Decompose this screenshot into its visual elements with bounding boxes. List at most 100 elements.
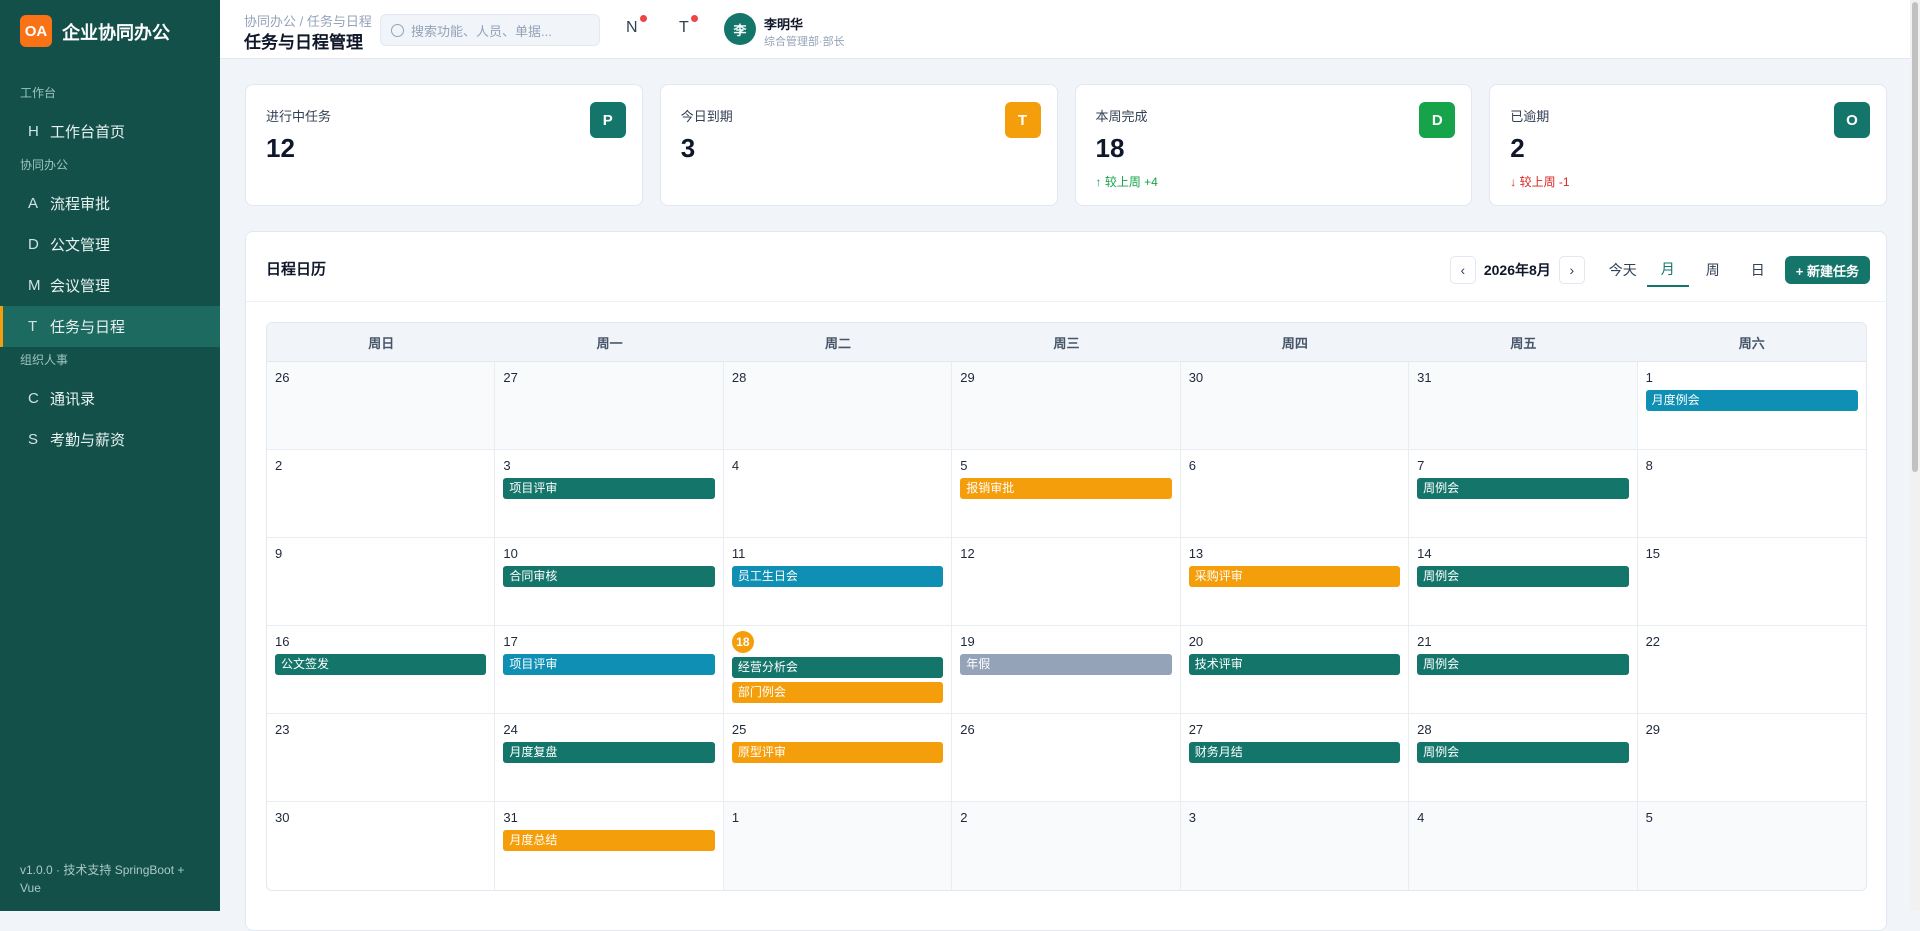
day-cell[interactable]: 2 <box>952 802 1181 890</box>
day-cell[interactable]: 3 <box>1180 802 1410 890</box>
stat-value: 12 <box>266 133 295 163</box>
new-task-button[interactable]: + 新建任务 <box>1784 256 1870 284</box>
event-chip[interactable]: 周例会 <box>1417 566 1629 587</box>
event-chip[interactable]: 员工生日会 <box>731 566 944 587</box>
avatar[interactable]: 李 <box>724 13 756 45</box>
event-chip[interactable]: 公文签发 <box>275 654 487 675</box>
weekday: 周六 <box>1637 323 1866 362</box>
view-tab[interactable]: 今天 <box>1608 262 1637 278</box>
day-cell[interactable]: 25 原型评审 <box>723 714 953 802</box>
day-number: 5 <box>960 458 968 473</box>
day-number: 12 <box>960 546 975 561</box>
day-cell[interactable]: 30 <box>1180 362 1410 450</box>
day-cell[interactable]: 18 经营分析会 部门例会 <box>723 626 953 714</box>
calendar-header: 日程日历 ‹ 2026年8月 › 今天月周 日 + 新建任务 <box>246 232 1886 302</box>
day-cell[interactable]: 5 <box>1637 802 1866 890</box>
event-chip[interactable]: 月度总结 <box>503 830 715 851</box>
event-chip[interactable]: 年假 <box>960 654 1172 675</box>
day-cell[interactable]: 31 月度总结 <box>495 802 724 890</box>
day-cell[interactable]: 1 <box>723 802 953 890</box>
day-number: 29 <box>1645 722 1661 737</box>
day-cell[interactable]: 2 <box>267 450 496 538</box>
nav-item[interactable]: S 考勤与薪资 <box>0 419 220 460</box>
day-cell[interactable]: 21 周例会 <box>1409 626 1638 714</box>
day-cell[interactable]: 27 <box>495 362 724 450</box>
next-button[interactable]: › <box>1558 256 1585 284</box>
day-cell[interactable]: 3 项目评审 <box>495 450 724 538</box>
day-cell[interactable]: 10 合同审核 <box>495 538 724 626</box>
event-chip[interactable]: 财务月结 <box>1188 742 1401 763</box>
day-cell[interactable]: 29 <box>952 362 1181 450</box>
day-cell[interactable]: 15 <box>1637 538 1866 626</box>
day-number: 2 <box>275 458 283 473</box>
event-chip[interactable]: 技术评审 <box>1188 654 1401 675</box>
nav-item[interactable]: D 公文管理 <box>0 224 220 265</box>
day-cell[interactable]: 4 <box>723 450 953 538</box>
stat-card: 今日到期 3 T <box>659 84 1058 206</box>
day-cell[interactable]: 30 <box>267 802 496 890</box>
day-cell[interactable]: 23 <box>267 714 496 802</box>
nav-item[interactable]: H 工作台首页 <box>0 111 220 152</box>
day-cell[interactable]: 28 周例会 <box>1409 714 1638 802</box>
view-tab[interactable]: 周 <box>1705 262 1720 278</box>
day-cell[interactable]: 26 <box>267 362 496 450</box>
nav-item[interactable]: T 任务与日程 <box>0 306 220 347</box>
event-chip[interactable]: 周例会 <box>1417 478 1629 499</box>
stat-value: 18 <box>1095 133 1125 163</box>
day-cell[interactable]: 28 <box>723 362 953 450</box>
event-chip[interactable]: 月度复盘 <box>503 742 715 763</box>
event-chip[interactable]: 合同审核 <box>503 566 715 587</box>
scrollbar[interactable] <box>1910 0 1920 911</box>
day-cell[interactable]: 1 月度例会 <box>1637 362 1866 450</box>
day-number: 10 <box>503 546 518 561</box>
day-cell[interactable]: 5 报销审批 <box>952 450 1181 538</box>
day-cell[interactable]: 13 采购评审 <box>1180 538 1410 626</box>
day-number: 4 <box>731 458 740 473</box>
nav-icon: T <box>28 318 38 335</box>
day-cell[interactable]: 16 公文签发 <box>267 626 496 714</box>
notify-icon[interactable]: N <box>626 15 647 37</box>
breadcrumb[interactable]: 协同办公 / 任务与日程 <box>244 14 372 29</box>
event-chip[interactable]: 采购评审 <box>1188 566 1401 587</box>
task-icon[interactable]: T <box>679 15 698 37</box>
day-number: 14 <box>1417 546 1432 561</box>
event-chip[interactable]: 周例会 <box>1417 742 1629 763</box>
weekday: 周日 <box>267 323 496 362</box>
day-cell[interactable]: 9 <box>267 538 496 626</box>
view-tab[interactable]: 月 <box>1646 253 1689 287</box>
event-chip[interactable]: 部门例会 <box>731 682 944 703</box>
event-chip[interactable]: 周例会 <box>1417 654 1629 675</box>
day-number: 1 <box>731 810 740 825</box>
prev-button[interactable]: ‹ <box>1449 256 1476 284</box>
day-cell[interactable]: 8 <box>1637 450 1866 538</box>
day-cell[interactable]: 4 <box>1409 802 1638 890</box>
day-cell[interactable]: 19 年假 <box>952 626 1181 714</box>
day-cell[interactable]: 24 月度复盘 <box>495 714 724 802</box>
logo: OA <box>20 15 52 47</box>
event-chip[interactable]: 报销审批 <box>960 478 1172 499</box>
day-cell[interactable]: 20 技术评审 <box>1180 626 1410 714</box>
day-cell[interactable]: 22 <box>1637 626 1866 714</box>
view-tab[interactable]: 日 <box>1750 262 1765 278</box>
day-cell[interactable]: 7 周例会 <box>1409 450 1638 538</box>
day-cell[interactable]: 27 财务月结 <box>1180 714 1410 802</box>
nav-item[interactable]: C 通讯录 <box>0 378 220 419</box>
day-cell[interactable]: 29 <box>1637 714 1866 802</box>
nav-item[interactable]: A 流程审批 <box>0 183 220 224</box>
day-number: 7 <box>1417 458 1425 473</box>
day-cell[interactable]: 6 <box>1180 450 1410 538</box>
event-chip[interactable]: 月度例会 <box>1645 390 1858 411</box>
event-chip[interactable]: 项目评审 <box>503 654 715 675</box>
day-cell[interactable]: 11 员工生日会 <box>723 538 953 626</box>
day-cell[interactable]: 31 <box>1409 362 1638 450</box>
day-cell[interactable]: 26 <box>952 714 1181 802</box>
search[interactable]: 搜索功能、人员、单据... <box>380 14 600 46</box>
nav-item[interactable]: M 会议管理 <box>0 265 220 306</box>
day-cell[interactable]: 17 项目评审 <box>495 626 724 714</box>
event-chip[interactable]: 项目评审 <box>503 478 715 499</box>
day-cell[interactable]: 12 <box>952 538 1181 626</box>
day-cell[interactable]: 14 周例会 <box>1409 538 1638 626</box>
event-chip[interactable]: 经营分析会 <box>731 657 944 678</box>
event-chip[interactable]: 原型评审 <box>731 742 944 763</box>
footer: v1.0.0 · 技术支持 SpringBoot + Vue <box>20 863 185 895</box>
